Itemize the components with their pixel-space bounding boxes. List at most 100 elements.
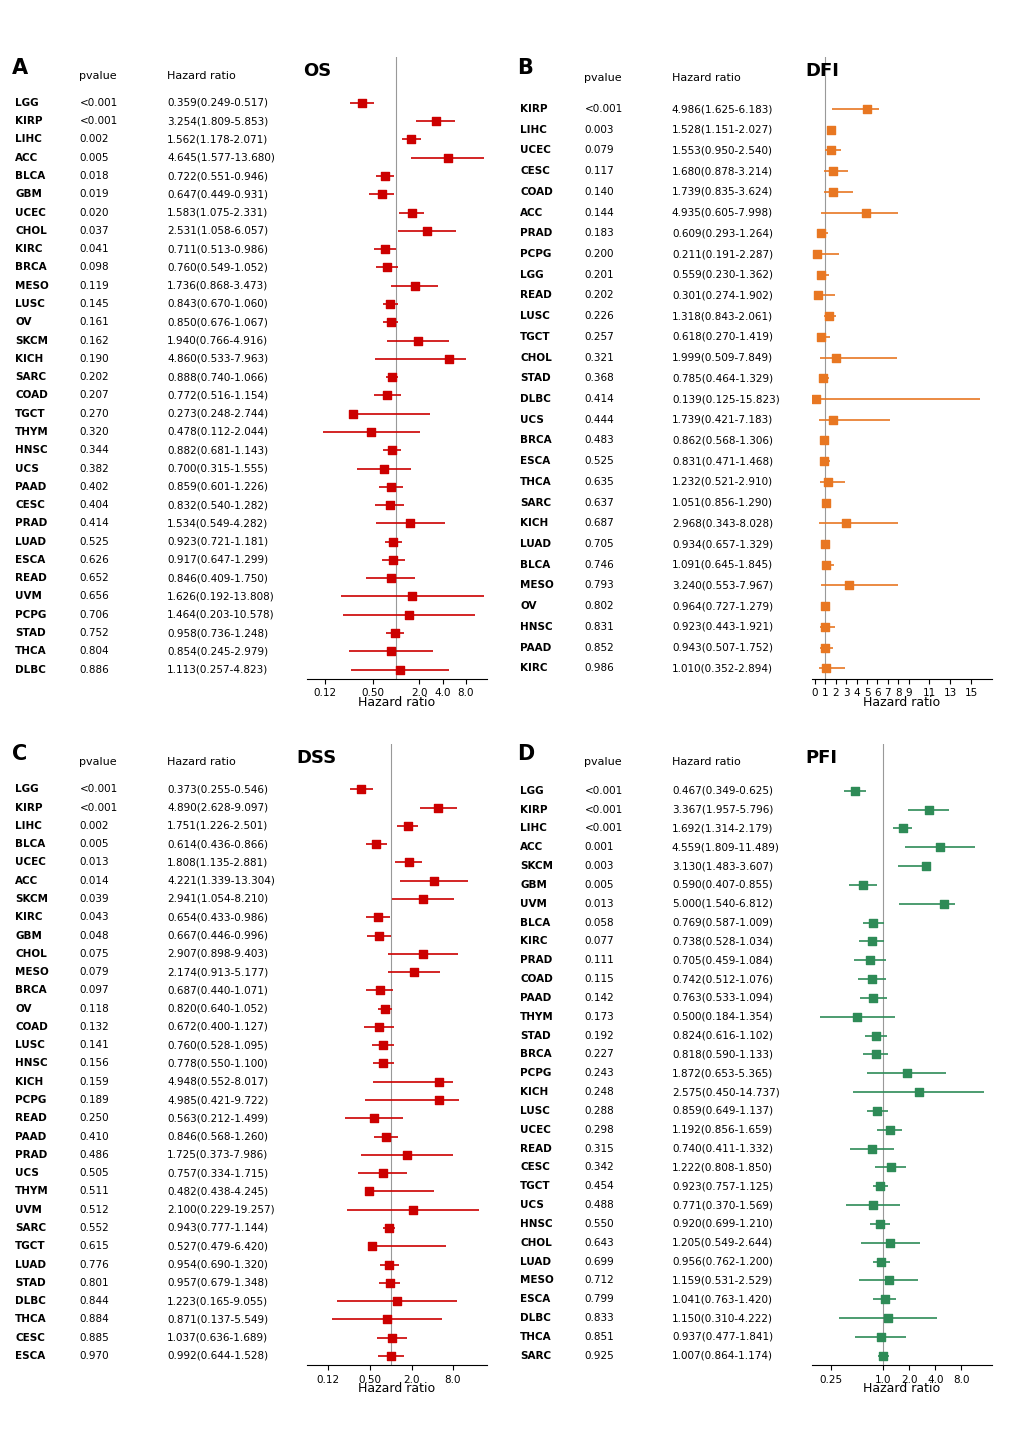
Text: 0.321: 0.321 xyxy=(584,353,613,363)
Text: 0.760(0.549-1.052): 0.760(0.549-1.052) xyxy=(167,263,268,273)
Text: 2.100(0.229-19.257): 2.100(0.229-19.257) xyxy=(167,1205,274,1215)
Point xyxy=(439,146,455,169)
Text: 0.859(0.649-1.137): 0.859(0.649-1.137) xyxy=(672,1105,772,1116)
Text: 0.820(0.640-1.052): 0.820(0.640-1.052) xyxy=(167,1004,267,1013)
Point xyxy=(414,942,430,965)
Text: 1.739(0.835-3.624): 1.739(0.835-3.624) xyxy=(672,186,772,197)
Text: 0.563(0.212-1.499): 0.563(0.212-1.499) xyxy=(167,1113,268,1123)
Text: CHOL: CHOL xyxy=(15,949,47,959)
Text: KIRP: KIRP xyxy=(15,802,43,812)
Text: LIHC: LIHC xyxy=(15,821,42,831)
Point xyxy=(371,978,387,1001)
Text: PCPG: PCPG xyxy=(15,610,47,620)
Text: KICH: KICH xyxy=(520,519,548,529)
Point xyxy=(381,494,397,517)
Point xyxy=(837,512,853,535)
Text: 0.943(0.507-1.752): 0.943(0.507-1.752) xyxy=(672,643,772,653)
Text: KIRP: KIRP xyxy=(15,116,43,126)
Point xyxy=(427,110,443,133)
Text: 1.041(0.763-1.420): 1.041(0.763-1.420) xyxy=(672,1295,772,1305)
Point xyxy=(854,873,870,896)
Text: 0.414: 0.414 xyxy=(79,519,109,529)
Point xyxy=(864,1194,880,1217)
Text: 0.048: 0.048 xyxy=(79,931,109,941)
Point xyxy=(376,997,392,1020)
Text: 3.130(1.483-3.607): 3.130(1.483-3.607) xyxy=(672,861,772,871)
Text: CHOL: CHOL xyxy=(520,353,551,363)
Text: LGG: LGG xyxy=(520,786,543,796)
Text: PRAD: PRAD xyxy=(520,955,552,965)
Text: 1.192(0.856-1.659): 1.192(0.856-1.659) xyxy=(672,1124,772,1134)
Text: PAAD: PAAD xyxy=(15,1131,47,1142)
Text: 0.014: 0.014 xyxy=(79,876,109,886)
Point xyxy=(812,263,828,286)
Text: UCS: UCS xyxy=(520,1199,543,1209)
Point xyxy=(378,256,394,279)
Text: <0.001: <0.001 xyxy=(79,802,117,812)
Text: 2.907(0.898-9.403): 2.907(0.898-9.403) xyxy=(167,949,268,959)
Text: THCA: THCA xyxy=(15,646,47,656)
Text: 0.559(0.230-1.362): 0.559(0.230-1.362) xyxy=(672,270,772,280)
Text: 0.958(0.736-1.248): 0.958(0.736-1.248) xyxy=(167,629,268,639)
Point xyxy=(370,923,386,946)
Point xyxy=(874,1344,891,1367)
Text: 0.957(0.679-1.348): 0.957(0.679-1.348) xyxy=(167,1277,268,1287)
Text: ACC: ACC xyxy=(15,876,39,886)
Text: 0.970: 0.970 xyxy=(79,1351,109,1361)
Text: THCA: THCA xyxy=(520,1332,551,1342)
Point xyxy=(846,779,862,802)
Point xyxy=(819,305,836,328)
Text: <0.001: <0.001 xyxy=(584,104,622,114)
Text: GBM: GBM xyxy=(15,189,42,199)
Point xyxy=(401,512,418,535)
Point xyxy=(383,366,399,389)
Text: 0.315: 0.315 xyxy=(584,1143,613,1153)
Text: BRCA: BRCA xyxy=(15,263,47,273)
Text: 1.940(0.766-4.916): 1.940(0.766-4.916) xyxy=(167,335,268,345)
Point xyxy=(403,129,419,152)
Point xyxy=(382,292,398,315)
Text: 1.528(1.151-2.027): 1.528(1.151-2.027) xyxy=(672,124,772,134)
Text: Hazard ratio: Hazard ratio xyxy=(862,696,940,709)
Text: GBM: GBM xyxy=(15,931,42,941)
Point xyxy=(365,1107,381,1130)
Text: 1.007(0.864-1.174): 1.007(0.864-1.174) xyxy=(672,1351,772,1361)
Text: 1.999(0.509-7.849): 1.999(0.509-7.849) xyxy=(672,353,772,363)
Text: UVM: UVM xyxy=(520,899,546,909)
Text: 0.824(0.616-1.102): 0.824(0.616-1.102) xyxy=(672,1030,772,1040)
Text: 0.020: 0.020 xyxy=(79,208,109,218)
Text: 0.850(0.676-1.067): 0.850(0.676-1.067) xyxy=(167,318,268,327)
Text: 0.626: 0.626 xyxy=(79,555,109,565)
Text: 0.654(0.433-0.986): 0.654(0.433-0.986) xyxy=(167,912,268,922)
Text: 0.920(0.699-1.210): 0.920(0.699-1.210) xyxy=(672,1218,772,1228)
Text: UCS: UCS xyxy=(520,415,543,425)
Text: 3.367(1.957-5.796): 3.367(1.957-5.796) xyxy=(672,805,772,815)
Text: PAAD: PAAD xyxy=(15,481,47,491)
Text: <0.001: <0.001 xyxy=(584,786,622,796)
Text: 4.645(1.577-13.680): 4.645(1.577-13.680) xyxy=(167,153,274,163)
Text: 0.141: 0.141 xyxy=(79,1040,109,1051)
Text: 0.382: 0.382 xyxy=(79,464,109,474)
Text: 0.656: 0.656 xyxy=(79,591,109,601)
Point xyxy=(812,221,828,244)
Point xyxy=(364,1234,380,1257)
Point xyxy=(864,910,880,933)
Text: 2.174(0.913-5.177): 2.174(0.913-5.177) xyxy=(167,967,268,977)
Text: DLBC: DLBC xyxy=(15,665,46,675)
Point xyxy=(872,1250,889,1273)
Text: 0.882(0.681-1.143): 0.882(0.681-1.143) xyxy=(167,445,268,455)
Text: 0.077: 0.077 xyxy=(584,936,613,946)
Text: UVM: UVM xyxy=(15,1205,42,1215)
Text: 0.550: 0.550 xyxy=(584,1218,613,1228)
Text: 0.368: 0.368 xyxy=(584,373,613,383)
Text: COAD: COAD xyxy=(15,1022,48,1032)
Text: <0.001: <0.001 xyxy=(584,824,622,834)
Point xyxy=(910,1081,926,1104)
Text: 0.117: 0.117 xyxy=(584,166,613,176)
Text: 0.802: 0.802 xyxy=(584,601,613,611)
Text: TGCT: TGCT xyxy=(15,1241,46,1251)
Point xyxy=(807,387,823,410)
Point xyxy=(866,1043,882,1066)
Text: PCPG: PCPG xyxy=(520,249,551,259)
Text: 0.288: 0.288 xyxy=(584,1105,613,1116)
